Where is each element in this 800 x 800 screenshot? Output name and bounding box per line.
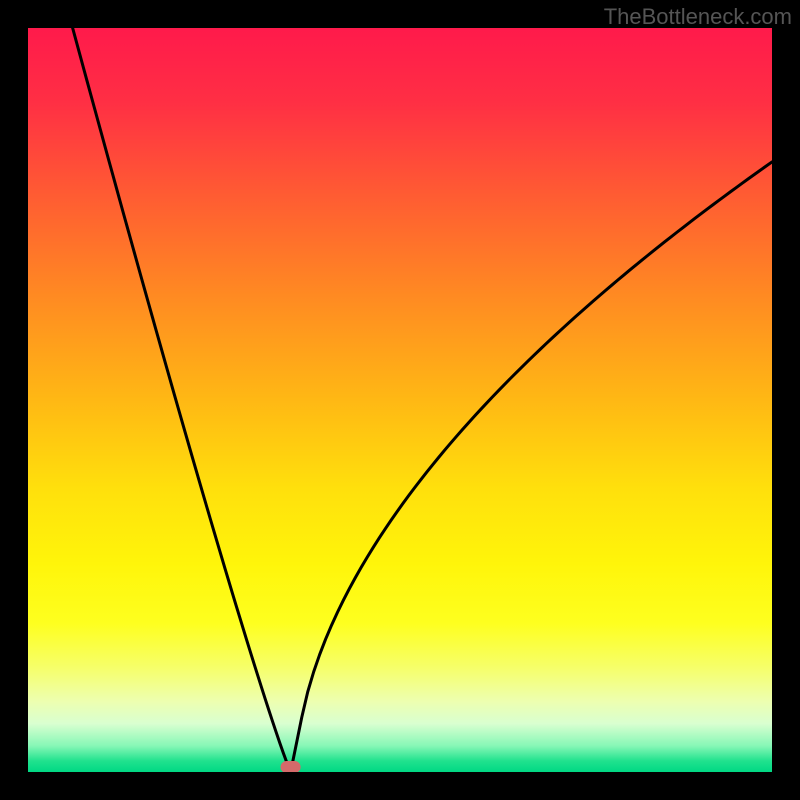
sweet-spot-marker — [280, 761, 301, 772]
plot-area — [28, 28, 772, 772]
bottleneck-curve — [28, 28, 772, 772]
watermark-text: TheBottleneck.com — [604, 4, 792, 30]
